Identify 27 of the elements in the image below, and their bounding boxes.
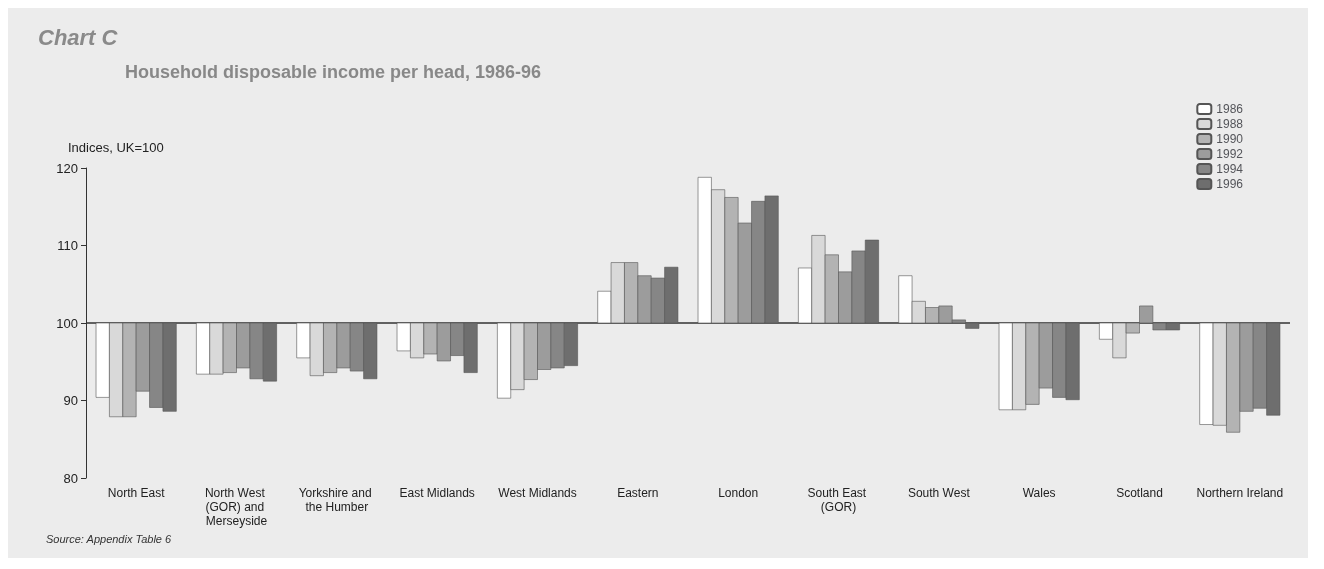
x-tick-label: Wales (1022, 486, 1056, 500)
legend-label: 1990 (1216, 132, 1244, 146)
x-tick-label: Scotland (1116, 486, 1163, 500)
legend-label: 1992 (1216, 147, 1244, 161)
legend-label: 1988 (1216, 117, 1244, 131)
x-tick-label: North West (GOR) and Merseyside (204, 486, 269, 528)
x-tick-label: Yorkshire and the Humber (298, 486, 375, 514)
x-tick-label: North East (107, 486, 166, 500)
x-tick-label: East Midlands (399, 486, 475, 500)
x-tick-label: West Midlands (498, 486, 577, 500)
y-tick-label: 90 (63, 393, 78, 408)
x-tick-label: London (718, 486, 759, 500)
legend-label: 1996 (1216, 177, 1244, 191)
y-tick-label: 110 (57, 238, 78, 253)
x-tick-label: South West (907, 486, 971, 500)
y-tick-label: 80 (63, 470, 78, 486)
text: Chart C (38, 24, 119, 50)
x-tick-label: South East (GOR) (807, 486, 870, 514)
legend-label: 1986 (1216, 102, 1244, 116)
x-tick-label: Northern Ireland (1196, 486, 1284, 500)
y-tick-label: 100 (56, 315, 78, 331)
source-note: Source: Appendix Table 6 (46, 532, 173, 545)
y-tick-label: 120 (56, 160, 78, 176)
legend-label: 1994 (1216, 162, 1244, 176)
x-tick-label: Eastern (617, 486, 659, 500)
y-axis-title: Indices, UK=100 (68, 140, 164, 155)
chart-title: Household disposable income per head, 1986-96 (125, 62, 542, 82)
